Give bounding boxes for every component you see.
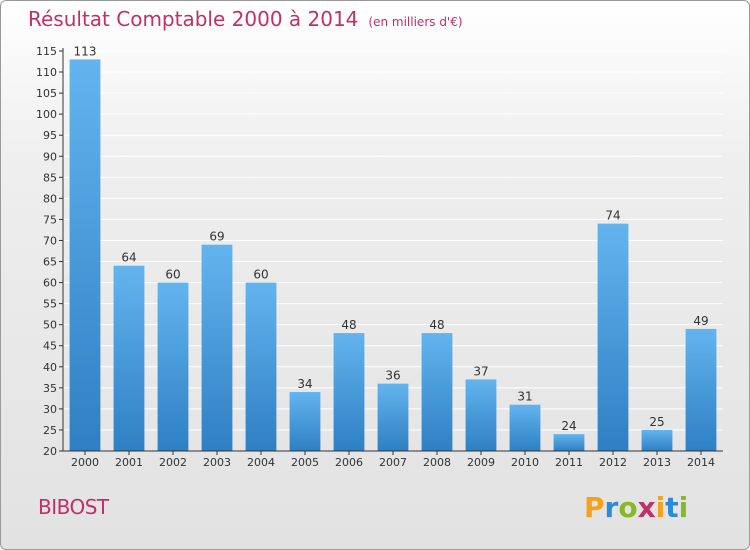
y-tick-label: 45 [43, 340, 57, 353]
bar-value-label: 24 [561, 419, 576, 433]
x-tick-label: 2014 [687, 456, 715, 469]
bar [245, 282, 277, 451]
y-axis: 20 25 30 35 40 45 50 55 60 65 70 75 80 85 90 95 100 105 11… [36, 45, 64, 458]
bar [509, 404, 541, 451]
bar [333, 333, 365, 451]
bar [465, 379, 497, 451]
commune-name: BIBOST [38, 495, 109, 519]
x-tick-label: 2001 [115, 456, 143, 469]
y-tick-label: 55 [43, 298, 57, 311]
x-axis: 2000 2001 2002 2003 2004 2005 2006 2007 2008 2009… [63, 450, 723, 469]
x-tick-label: 2008 [423, 456, 451, 469]
x-tick-label: 2000 [71, 456, 99, 469]
y-tick-label: 40 [43, 361, 57, 374]
chart-unit: (en milliers d'€) [368, 15, 463, 29]
y-tick-label: 65 [43, 256, 57, 269]
bar-value-label: 37 [473, 364, 488, 378]
chart-title: Résultat Comptable 2000 à 2014 (en millie… [28, 7, 463, 31]
bar [553, 434, 585, 451]
y-tick-label: 75 [43, 213, 57, 226]
bar-value-label: 25 [649, 415, 664, 429]
bar [421, 333, 453, 451]
y-tick-label: 115 [36, 45, 57, 58]
y-tick-label: 105 [36, 87, 57, 100]
bars: 113 64 60 69 60 34 48 36 48 37 31 24 74 25 49 [69, 44, 717, 451]
bar-value-label: 60 [253, 268, 268, 282]
y-tick-label: 25 [43, 424, 57, 437]
bar [157, 282, 189, 451]
x-tick-label: 2011 [555, 456, 583, 469]
x-tick-label: 2012 [599, 456, 627, 469]
y-tick-label: 90 [43, 150, 57, 163]
bar [113, 265, 145, 451]
bar [641, 429, 673, 451]
bar-value-label: 69 [209, 230, 224, 244]
y-tick-label: 100 [36, 108, 57, 121]
x-tick-label: 2004 [247, 456, 275, 469]
bar-value-label: 74 [605, 209, 620, 223]
bar-value-label: 113 [74, 44, 97, 58]
y-tick-label: 20 [43, 445, 57, 458]
bar-value-label: 64 [121, 251, 136, 265]
y-tick-label: 60 [43, 277, 57, 290]
bar-value-label: 49 [693, 314, 708, 328]
bar-value-label: 60 [165, 268, 180, 282]
x-tick-label: 2009 [467, 456, 495, 469]
bar [597, 223, 629, 451]
bar-value-label: 31 [517, 390, 532, 404]
bar-value-label: 48 [429, 318, 444, 332]
bar-value-label: 36 [385, 369, 400, 383]
x-tick-label: 2002 [159, 456, 187, 469]
proxiti-logo: Proxiti [584, 491, 688, 524]
x-tick-label: 2003 [203, 456, 231, 469]
x-tick-label: 2010 [511, 456, 539, 469]
y-tick-label: 95 [43, 129, 57, 142]
x-tick-label: 2005 [291, 456, 319, 469]
bar [289, 392, 321, 451]
y-tick-label: 30 [43, 403, 57, 416]
y-tick-label: 80 [43, 192, 57, 205]
y-tick-label: 50 [43, 319, 57, 332]
svg-text:Proxiti: Proxiti [584, 491, 688, 524]
bar-value-label: 34 [297, 377, 312, 391]
x-tick-label: 2006 [335, 456, 363, 469]
bar [685, 328, 717, 451]
bar-value-label: 48 [341, 318, 356, 332]
bar [377, 383, 409, 451]
x-tick-label: 2013 [643, 456, 671, 469]
bar [201, 244, 233, 451]
x-tick-label: 2007 [379, 456, 407, 469]
y-tick-label: 85 [43, 171, 57, 184]
bar [69, 59, 101, 451]
y-tick-label: 35 [43, 382, 57, 395]
y-tick-label: 110 [36, 66, 57, 79]
y-tick-label: 70 [43, 234, 57, 247]
